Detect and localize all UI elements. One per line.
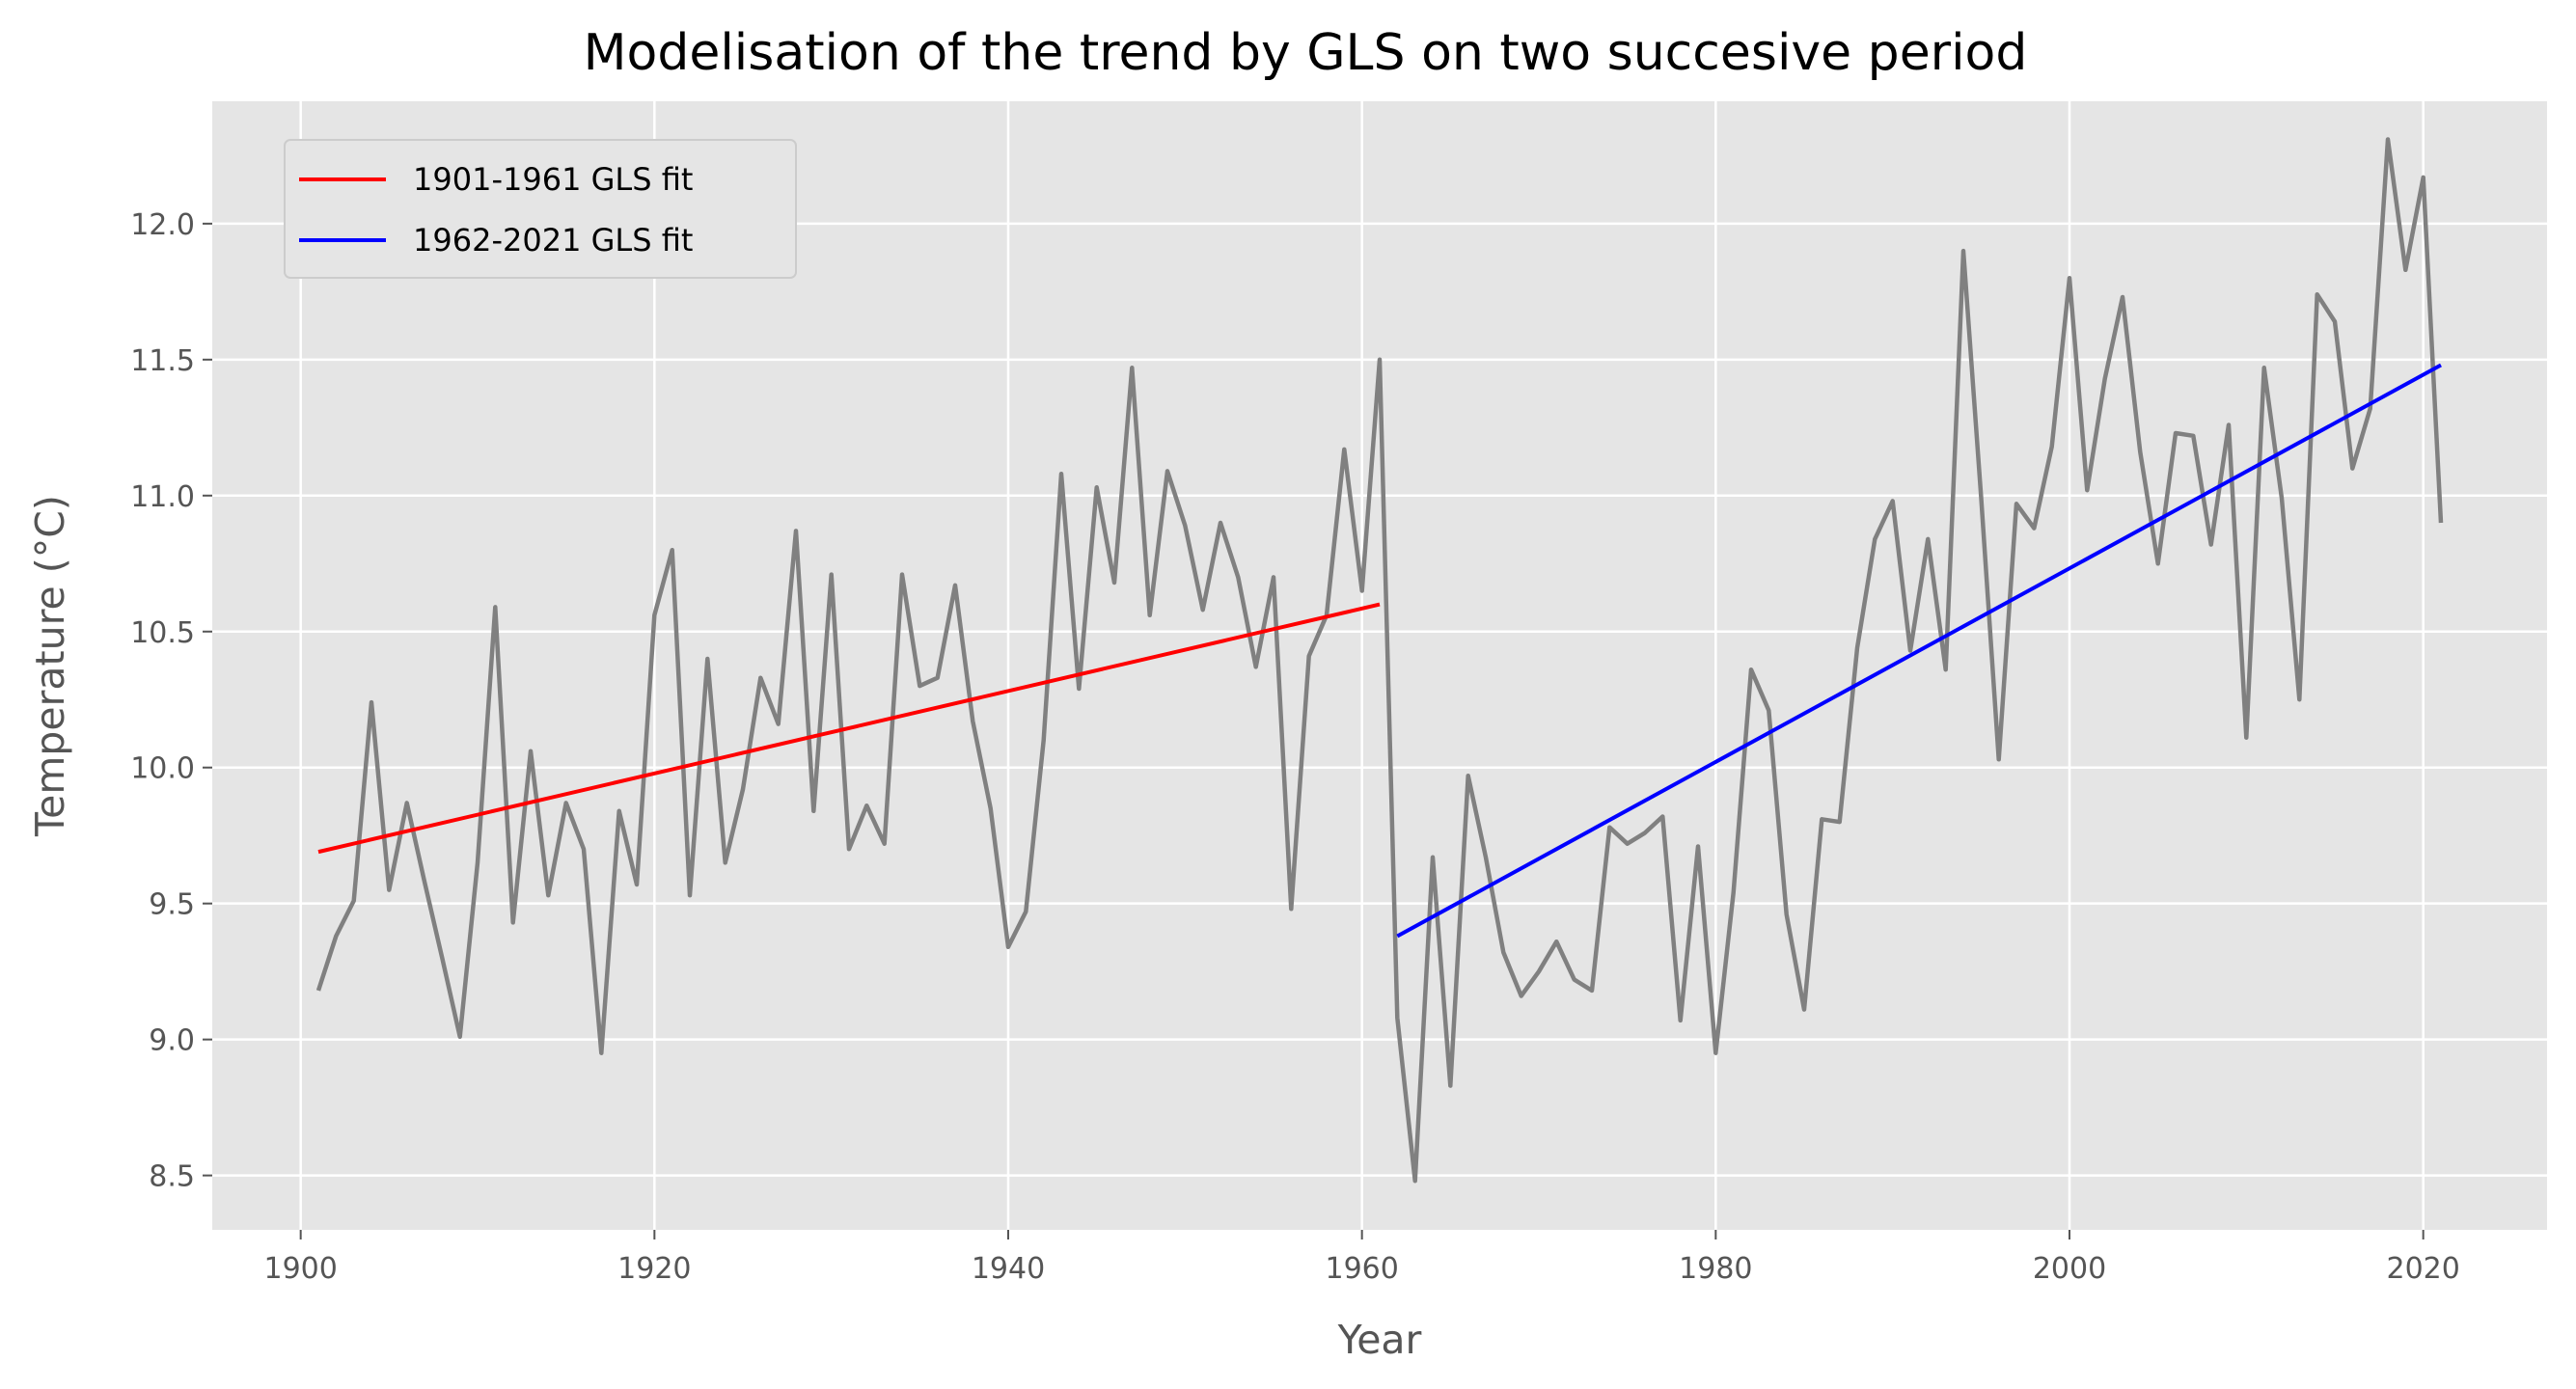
series-lines: [315, 137, 2444, 1184]
y-tick-label: 9.5: [149, 888, 195, 922]
y-tick-label: 10.5: [130, 616, 195, 650]
x-tick-label: 1940: [972, 1252, 1045, 1286]
y-axis-label: Temperature (°C): [27, 495, 73, 837]
legend: 1901-1961 GLS fit 1962-2021 GLS fit: [284, 139, 797, 279]
fit-line-2: [1396, 363, 2442, 939]
x-tick-label: 1960: [1325, 1252, 1398, 1286]
observed-temperature-line: [315, 137, 2444, 1184]
legend-box: [284, 139, 797, 279]
y-tick-label: 11.0: [130, 480, 195, 514]
x-tick-label: 2000: [2033, 1252, 2106, 1286]
y-tick-label: 12.0: [130, 208, 195, 242]
y-tick-label: 10.0: [130, 752, 195, 786]
chart-title: Modelisation of the trend by GLS on two …: [584, 24, 2028, 82]
y-tick-label: 11.5: [130, 344, 195, 378]
x-tick-label: 2020: [2386, 1252, 2459, 1286]
axis-ticks: 1900 1920 1940 1960 1980 2000 2020 8.5 9.0 9.5 10.…: [130, 208, 2460, 1286]
x-tick-label: 1900: [263, 1252, 337, 1286]
legend-label-fit2: 1962-2021 GLS fit: [413, 222, 693, 259]
y-tick-label: 8.5: [149, 1160, 195, 1194]
x-tick-label: 1920: [617, 1252, 691, 1286]
y-tick-label: 9.0: [149, 1024, 195, 1058]
x-axis-label: Year: [1337, 1317, 1422, 1363]
x-tick-label: 1980: [1679, 1252, 1752, 1286]
fit-line-1: [317, 602, 1381, 855]
legend-label-fit1: 1901-1961 GLS fit: [413, 161, 693, 198]
